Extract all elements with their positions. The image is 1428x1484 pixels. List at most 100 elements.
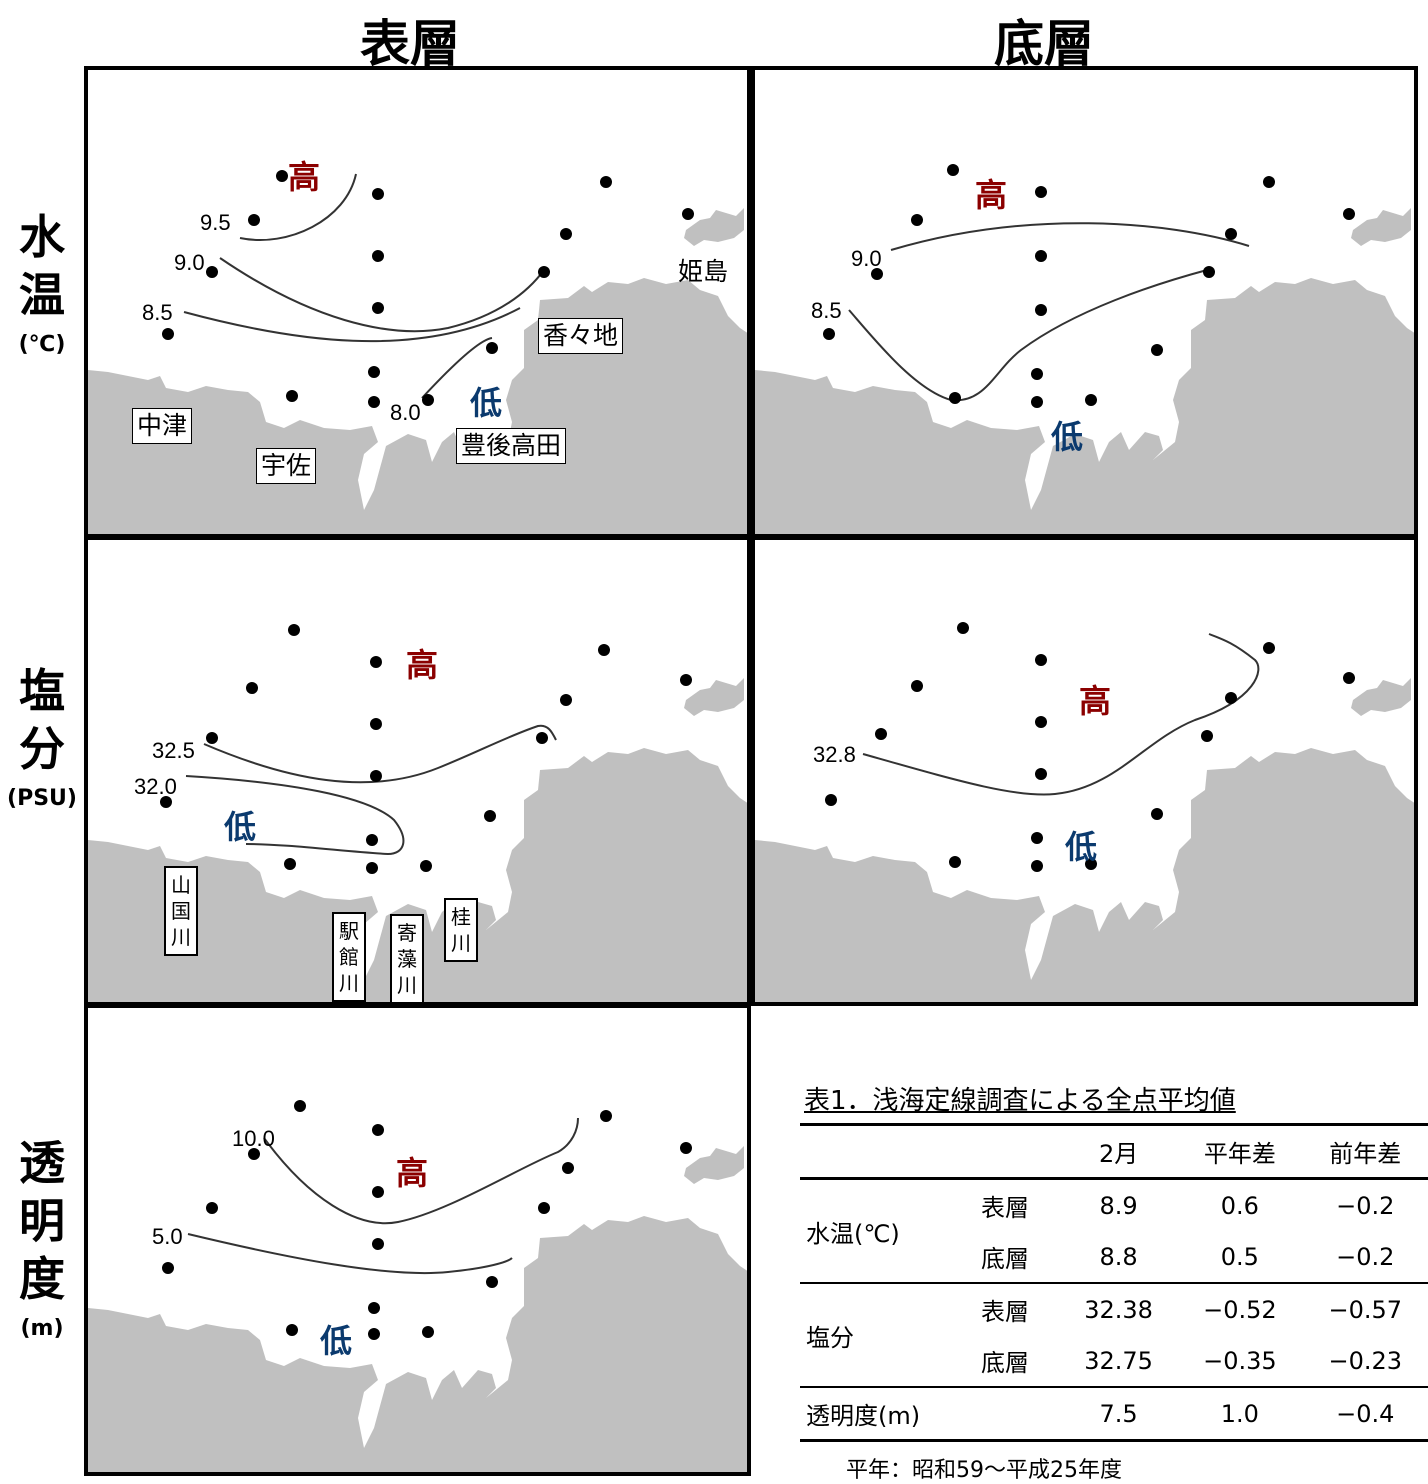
row-group-temp: 水温(℃) xyxy=(806,1219,900,1248)
table-row: 塩分 表層 32.38 −0.52 −0.57 xyxy=(800,1282,1428,1387)
cell-value: 0.6 xyxy=(1220,1191,1259,1220)
summary-table: 2月 平年差 前年差 水温(℃) 表層 8.9 0.6 −0.2 底層 8.8 … xyxy=(800,1123,1428,1442)
contour-lines xyxy=(187,1117,579,1275)
contour-lines xyxy=(183,173,545,399)
cell-value: 32.75 xyxy=(1084,1346,1153,1375)
contour-label-32-8: 32.8 xyxy=(813,742,856,767)
row-layer: 底層 xyxy=(981,1349,1029,1377)
table-header-row: 2月 平年差 前年差 xyxy=(800,1123,1428,1180)
map-temp-surface xyxy=(88,170,747,534)
cell-value: −0.4 xyxy=(1302,1386,1428,1442)
river-label-ekitate: 駅館川 xyxy=(332,912,366,1002)
row-unit-salinity: (PSU) xyxy=(7,786,77,811)
low-mark: 低 xyxy=(1051,418,1084,456)
contour-label-5-0: 5.0 xyxy=(152,1224,183,1249)
river-label-katsura: 桂川 xyxy=(444,898,478,962)
high-mark: 高 xyxy=(1079,682,1112,720)
row-label-temp-char-1: 水 xyxy=(19,210,65,264)
contour-lines xyxy=(862,633,1260,796)
cell-value: 8.9 xyxy=(1099,1191,1138,1220)
place-label-bungo-takada: 豊後高田 xyxy=(456,428,567,464)
table-title: 表1．浅海定線調査による全点平均値 xyxy=(804,1086,1236,1116)
place-label-kakuji: 香々地 xyxy=(538,318,624,354)
cell-value: −0.35 xyxy=(1203,1346,1277,1375)
high-mark: 高 xyxy=(288,158,321,196)
row-unit-temp: (℃) xyxy=(18,332,66,357)
station-dots xyxy=(823,164,1355,408)
row-label-salinity: 塩 分 (PSU) xyxy=(0,662,84,811)
station-dots xyxy=(160,624,692,874)
col-title-surface: 表層 xyxy=(360,15,460,73)
row-label-transparency: 透 明 度 (m) xyxy=(0,1134,84,1341)
contour-label-8-5: 8.5 xyxy=(811,298,842,323)
header-empty xyxy=(950,1123,1060,1180)
contour-label-9-0: 9.0 xyxy=(174,250,205,275)
summary-table-block: 表1．浅海定線調査による全点平均値 2月 平年差 前年差 水温(℃) 表層 8.… xyxy=(800,1080,1428,1484)
table-row: 底層 32.75 −0.35 −0.23 xyxy=(800,1335,1428,1387)
station-dots xyxy=(162,170,694,408)
table-row: 底層 8.8 0.5 −0.2 xyxy=(800,1231,1428,1283)
row-unit-transparency: (m) xyxy=(20,1316,64,1341)
row-label-temp: 水 温 (℃) xyxy=(0,208,84,357)
contour-label-8-5: 8.5 xyxy=(142,300,173,325)
cell-value: 32.38 xyxy=(1060,1282,1178,1335)
contour-label-10-0: 10.0 xyxy=(232,1126,275,1151)
row-label-transparency-char-1: 透 xyxy=(19,1136,65,1190)
row-layer: 表層 xyxy=(981,1194,1029,1222)
panel-temp-surface: 9.5 9.0 8.5 8.0 高 低 中津 宇佐 香々地 豊後高田 姫島 xyxy=(84,66,751,538)
header-empty xyxy=(800,1123,950,1180)
map-transparency-surface xyxy=(88,1100,747,1472)
cell-value: −0.2 xyxy=(1336,1191,1395,1220)
low-mark: 低 xyxy=(224,808,257,846)
low-mark: 低 xyxy=(470,384,503,422)
contour-lines xyxy=(185,724,557,856)
place-label-usa: 宇佐 xyxy=(256,448,317,484)
row-label-transparency-char-3: 度 xyxy=(19,1252,65,1306)
cell-value: 8.8 xyxy=(1099,1242,1138,1271)
station-dots xyxy=(162,1100,692,1340)
place-label-nakatsu: 中津 xyxy=(132,408,193,444)
cell-value: −0.57 xyxy=(1302,1282,1428,1335)
place-label-himeshima: 姫島 xyxy=(678,257,729,286)
cell-value: −0.23 xyxy=(1328,1346,1403,1375)
cell-value: 1.0 xyxy=(1177,1386,1303,1442)
cell-value: −0.2 xyxy=(1336,1242,1395,1271)
cell-value: −0.52 xyxy=(1177,1282,1303,1335)
panel-transparency-surface: 10.0 5.0 高 低 xyxy=(84,1004,751,1476)
map-salinity-surface xyxy=(88,624,747,1002)
high-mark: 高 xyxy=(406,646,439,684)
header-feb: 2月 xyxy=(1060,1123,1178,1180)
contour-label-8-0: 8.0 xyxy=(390,400,421,425)
col-title-bottom: 底層 xyxy=(994,15,1094,73)
river-label-yorimo: 寄藻川 xyxy=(390,914,424,1002)
row-layer: 底層 xyxy=(981,1245,1029,1273)
contour-label-32-0: 32.0 xyxy=(134,774,177,799)
panel-salinity-bottom: 32.8 高 低 xyxy=(751,536,1418,1006)
cell-value: 0.5 xyxy=(1220,1242,1259,1271)
high-mark: 高 xyxy=(396,1154,429,1192)
map-temp-bottom xyxy=(755,164,1414,534)
low-mark: 低 xyxy=(1065,828,1098,866)
contour-label-32-5: 32.5 xyxy=(152,738,195,763)
low-mark: 低 xyxy=(320,1322,353,1360)
row-label-transparency-char-2: 明 xyxy=(19,1194,65,1248)
contour-lines xyxy=(848,222,1250,402)
contour-label-9-5: 9.5 xyxy=(200,210,231,235)
header-normal-diff: 平年差 xyxy=(1177,1123,1303,1180)
river-label-yamakuni: 山国川 xyxy=(164,866,198,956)
row-group-salinity: 塩分 xyxy=(800,1282,950,1387)
table-row: 透明度(m) 7.5 1.0 −0.4 xyxy=(800,1386,1428,1442)
table-note: 平年：昭和59～平成25年度 xyxy=(846,1458,1122,1483)
contour-label-9-0: 9.0 xyxy=(851,246,882,271)
panel-temp-bottom: 9.0 8.5 高 低 xyxy=(751,66,1418,538)
row-label-temp-char-2: 温 xyxy=(19,268,65,322)
map-salinity-bottom xyxy=(755,622,1414,1002)
row-label-salinity-char-2: 分 xyxy=(19,722,65,776)
cell-value: 7.5 xyxy=(1060,1386,1178,1442)
table-row: 水温(℃) 表層 8.9 0.6 −0.2 xyxy=(800,1179,1428,1248)
header-prev-diff: 前年差 xyxy=(1302,1123,1428,1180)
row-label-salinity-char-1: 塩 xyxy=(19,664,65,718)
panel-salinity-surface: 32.5 32.0 高 低 山国川 駅館川 寄藻川 桂川 xyxy=(84,536,751,1006)
row-layer: 表層 xyxy=(950,1282,1060,1335)
station-dots xyxy=(825,622,1355,872)
